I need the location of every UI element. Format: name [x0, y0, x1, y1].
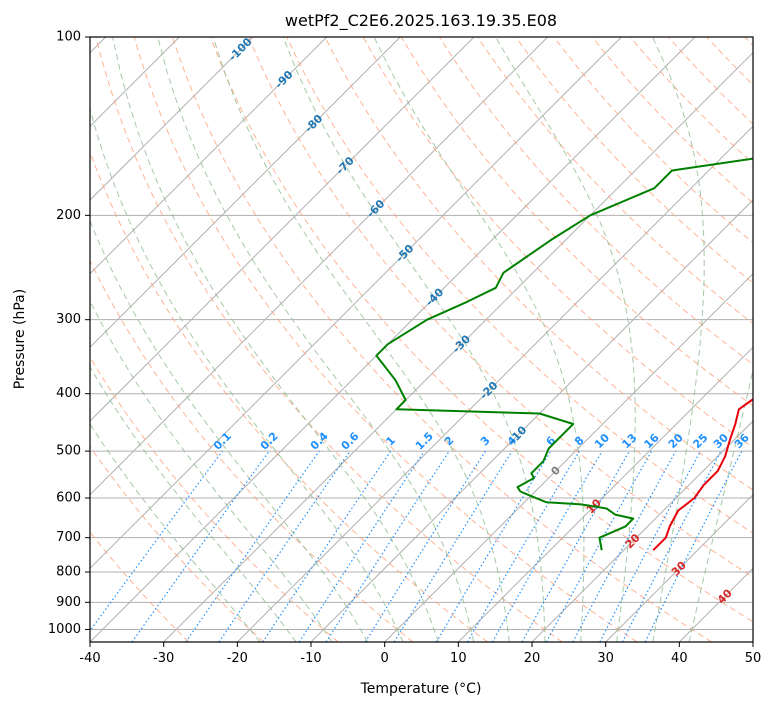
dry-adiabat-line [0, 37, 189, 642]
y-tick-label: 900 [56, 595, 81, 610]
moist-adiabat-line [0, 37, 260, 642]
mixing-ratio-line [573, 451, 676, 642]
isotherm-line [0, 37, 400, 642]
mixing-ratio-line [468, 451, 580, 642]
y-tick-label: 200 [56, 208, 81, 223]
mixing-ratio-line [600, 451, 701, 642]
moist-adiabat-line [14, 37, 332, 642]
moist-adiabat-line [374, 37, 584, 642]
y-tick-label: 300 [56, 312, 81, 327]
x-tick-label: -40 [79, 651, 100, 666]
x-tick-label: 30 [597, 651, 614, 666]
x-tick-label: 0 [381, 651, 389, 666]
mixing-ratio-line [436, 451, 551, 642]
mixing-ratio-label: 8 [572, 434, 587, 449]
dry-adiabat-line [20, 37, 413, 642]
dry-adiabat-line [707, 37, 775, 642]
mixing-ratio-line [365, 451, 485, 642]
isotherm-line [679, 37, 775, 642]
isotherm-line [385, 37, 775, 642]
mixing-ratio-label: 3 [478, 434, 493, 449]
x-axis-label: Temperature (°C) [360, 681, 482, 697]
mixing-ratio-label: 0.1 [211, 430, 234, 453]
dry-adiabat-line [745, 37, 775, 642]
dry-adiabat-line [516, 37, 775, 642]
dry-adiabat-line [554, 37, 775, 642]
isotherm-line [458, 37, 775, 642]
mixing-ratio-label: 2 [442, 434, 457, 449]
moist-adiabat-line [689, 37, 775, 642]
y-tick-label: 600 [56, 491, 81, 506]
dry-adiabat-line [478, 37, 775, 642]
y-tick-label: 100 [56, 30, 81, 45]
x-tick-label: -20 [227, 651, 248, 666]
mixing-ratio-line [82, 451, 223, 642]
mixing-ratio-label: 1 [383, 434, 398, 449]
x-tick-label: 20 [524, 651, 541, 666]
mixing-ratio-label: 0.4 [308, 429, 331, 452]
x-tick-label: 40 [671, 651, 688, 666]
dry-adiabat-line [0, 37, 338, 642]
isotherm-line [0, 37, 474, 642]
y-tick-label: 1000 [48, 622, 81, 637]
mixing-ratio-line [219, 451, 350, 642]
y-axis-label: Pressure (hPa) [12, 289, 28, 389]
mixing-ratio-line [263, 451, 391, 642]
x-tick-label: -10 [300, 651, 321, 666]
dry-adiabat-line [96, 37, 562, 642]
moist-adiabat-line [75, 37, 403, 642]
y-tick-label: 500 [56, 444, 81, 459]
mixing-ratio-label: 0.6 [339, 429, 362, 452]
mixing-ratio-line [326, 451, 449, 642]
mixing-ratio-label: 20 [666, 431, 686, 451]
background-lines [0, 37, 775, 642]
isotherm-line [311, 37, 775, 642]
isotherm-line [0, 37, 327, 642]
dry-adiabat-line [668, 37, 775, 642]
moist-adiabat-line [113, 37, 439, 642]
mixing-ratio-label: 10 [592, 431, 612, 451]
mixing-ratio-line [299, 451, 424, 642]
x-tick-label: 10 [450, 651, 467, 666]
chart-title: wetPf2_C2E6.2025.163.19.35.E08 [285, 11, 557, 31]
x-tick-label: -30 [153, 651, 174, 666]
isotherm-line [0, 37, 253, 642]
y-tick-label: 700 [56, 530, 81, 545]
mixing-ratio-label: 1.5 [413, 430, 436, 453]
dry-adiabat-line [134, 37, 637, 642]
y-tick-label: 400 [56, 386, 81, 401]
plot-frame [90, 37, 753, 642]
isotherm-line [532, 37, 775, 642]
y-tick-label: 800 [56, 565, 81, 580]
isotherm-line [753, 37, 775, 642]
mixing-ratio-label: 13 [619, 431, 639, 451]
mixing-ratio-label: 36 [732, 431, 752, 451]
temperature-profile-line [653, 37, 775, 550]
isotherm-line [90, 37, 695, 642]
dry-adiabat-line [592, 37, 775, 642]
x-tick-label: 50 [745, 651, 762, 666]
mixing-ratio-label: 16 [642, 431, 662, 451]
